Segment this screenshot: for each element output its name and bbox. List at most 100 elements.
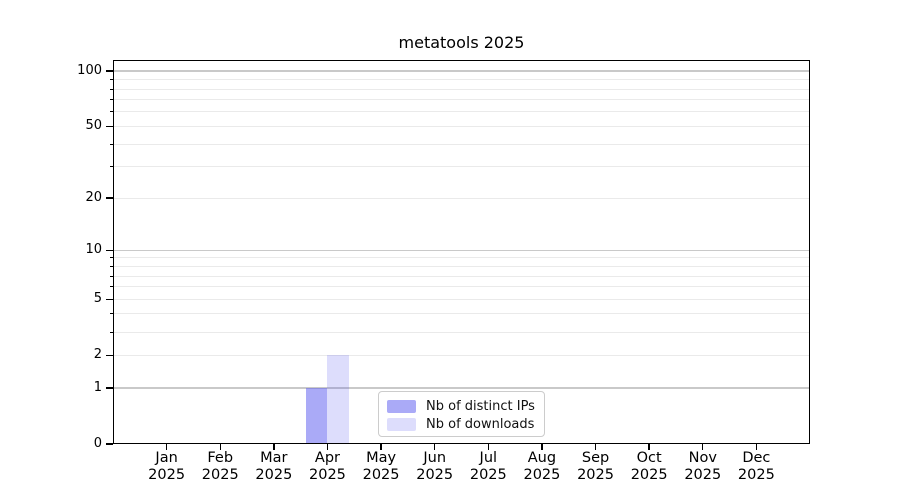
gridline-minor <box>113 143 810 145</box>
gridline-minor <box>113 125 810 127</box>
gridline-minor <box>113 166 810 168</box>
gridline-minor <box>113 99 810 101</box>
y-tick-label: 100 <box>77 63 102 79</box>
x-tick <box>755 444 758 450</box>
x-tick <box>594 444 597 450</box>
x-tick-label: Jul 2025 <box>452 450 524 483</box>
x-tick-year: 2025 <box>469 466 507 483</box>
gridline-major <box>113 70 810 72</box>
chart-title: metatools 2025 <box>398 33 525 52</box>
y-tick-minor <box>109 298 113 300</box>
legend-label: Nb of downloads <box>426 416 535 432</box>
y-tick-label: 5 <box>93 291 102 307</box>
y-tick-minor <box>109 331 113 333</box>
y-tick-label: 0 <box>93 436 102 451</box>
y-tick-major <box>106 249 113 251</box>
x-tick-year: 2025 <box>416 466 454 483</box>
x-tick-year: 2025 <box>201 466 239 483</box>
x-tick <box>219 444 221 450</box>
x-tick-label: Nov 2025 <box>667 450 739 483</box>
x-tick-label: Sep 2025 <box>560 450 632 483</box>
plot-area <box>113 60 810 444</box>
y-tick-label: 1 <box>93 380 102 395</box>
x-tick <box>326 444 329 450</box>
x-tick-month: Jul <box>479 450 498 466</box>
x-tick-label: Mar 2025 <box>238 450 310 483</box>
y-tick-minor <box>109 313 113 315</box>
y-tick-minor <box>109 79 113 81</box>
y-tick-minor <box>109 286 113 288</box>
x-tick-year: 2025 <box>523 466 561 483</box>
legend-swatch <box>387 399 416 413</box>
x-tick-label: Jan 2025 <box>131 450 203 483</box>
y-tick-minor <box>109 266 113 267</box>
legend-swatch <box>387 417 416 431</box>
gridline-minor <box>113 197 810 199</box>
x-tick-month: Feb <box>207 450 234 466</box>
gridline-minor <box>113 111 810 113</box>
x-tick-label: Aug 2025 <box>506 450 578 483</box>
x-tick-month: Aug <box>527 450 557 466</box>
y-tick-label: 50 <box>85 118 102 134</box>
gridline-minor <box>113 331 810 333</box>
gridline-major <box>113 249 810 251</box>
x-tick <box>487 444 489 450</box>
gridline-minor <box>113 257 810 259</box>
y-tick-minor <box>109 111 113 113</box>
x-tick <box>648 444 650 450</box>
y-tick-major <box>106 443 113 445</box>
x-tick <box>433 444 436 450</box>
x-tick-month: Nov <box>688 450 717 466</box>
y-tick-major <box>106 70 113 72</box>
x-tick-year: 2025 <box>309 466 346 483</box>
gridline-minor <box>113 354 810 356</box>
y-tick-minor <box>109 125 113 127</box>
y-tick-minor <box>109 88 113 90</box>
x-tick-label: Dec 2025 <box>720 450 792 483</box>
x-tick-month: Jun <box>423 450 447 466</box>
y-tick-minor <box>109 275 113 277</box>
x-tick <box>541 444 543 450</box>
x-tick-month: Apr <box>314 450 340 466</box>
x-tick-month: Jan <box>155 450 178 466</box>
y-tick-label: 2 <box>93 347 102 363</box>
x-tick-year: 2025 <box>148 466 186 483</box>
bar-downloads-apr <box>327 355 349 444</box>
x-tick-year: 2025 <box>362 466 400 483</box>
x-tick-month: May <box>366 450 397 466</box>
gridline-minor <box>113 275 810 277</box>
legend-entry: Nb of distinct IPs <box>387 398 536 414</box>
y-tick-minor <box>109 99 113 101</box>
x-tick-month: Mar <box>260 450 288 466</box>
gridline-minor <box>113 266 810 267</box>
x-tick <box>273 444 275 450</box>
x-tick-label: Oct 2025 <box>613 450 685 483</box>
x-tick-year: 2025 <box>630 466 668 483</box>
x-tick-year: 2025 <box>577 466 614 483</box>
x-tick-label: Jun 2025 <box>399 450 471 483</box>
x-tick <box>702 444 704 450</box>
x-tick-month: Oct <box>636 450 662 466</box>
x-tick <box>380 444 382 450</box>
legend-entry: Nb of downloads <box>387 416 536 432</box>
bar-distinct-ips-apr <box>306 388 328 444</box>
x-tick-label: May 2025 <box>345 450 417 483</box>
y-tick-major <box>106 387 113 389</box>
x-tick-month: Dec <box>742 450 771 466</box>
legend-label: Nb of distinct IPs <box>426 398 535 414</box>
x-tick-year: 2025 <box>737 466 775 483</box>
legend: Nb of distinct IPs Nb of downloads <box>378 391 545 437</box>
gridline-minor <box>113 298 810 300</box>
y-tick-minor <box>109 354 113 356</box>
y-tick-minor <box>109 197 113 199</box>
x-tick-label: Feb 2025 <box>184 450 256 483</box>
y-tick-label: 10 <box>85 242 102 258</box>
gridline-minor <box>113 286 810 288</box>
y-tick-minor <box>109 143 113 145</box>
gridline-minor <box>113 313 810 315</box>
gridline-minor <box>113 79 810 81</box>
x-tick <box>165 444 168 450</box>
x-tick-label: Apr 2025 <box>291 450 363 483</box>
y-tick-minor <box>109 166 113 168</box>
x-tick-year: 2025 <box>255 466 293 483</box>
